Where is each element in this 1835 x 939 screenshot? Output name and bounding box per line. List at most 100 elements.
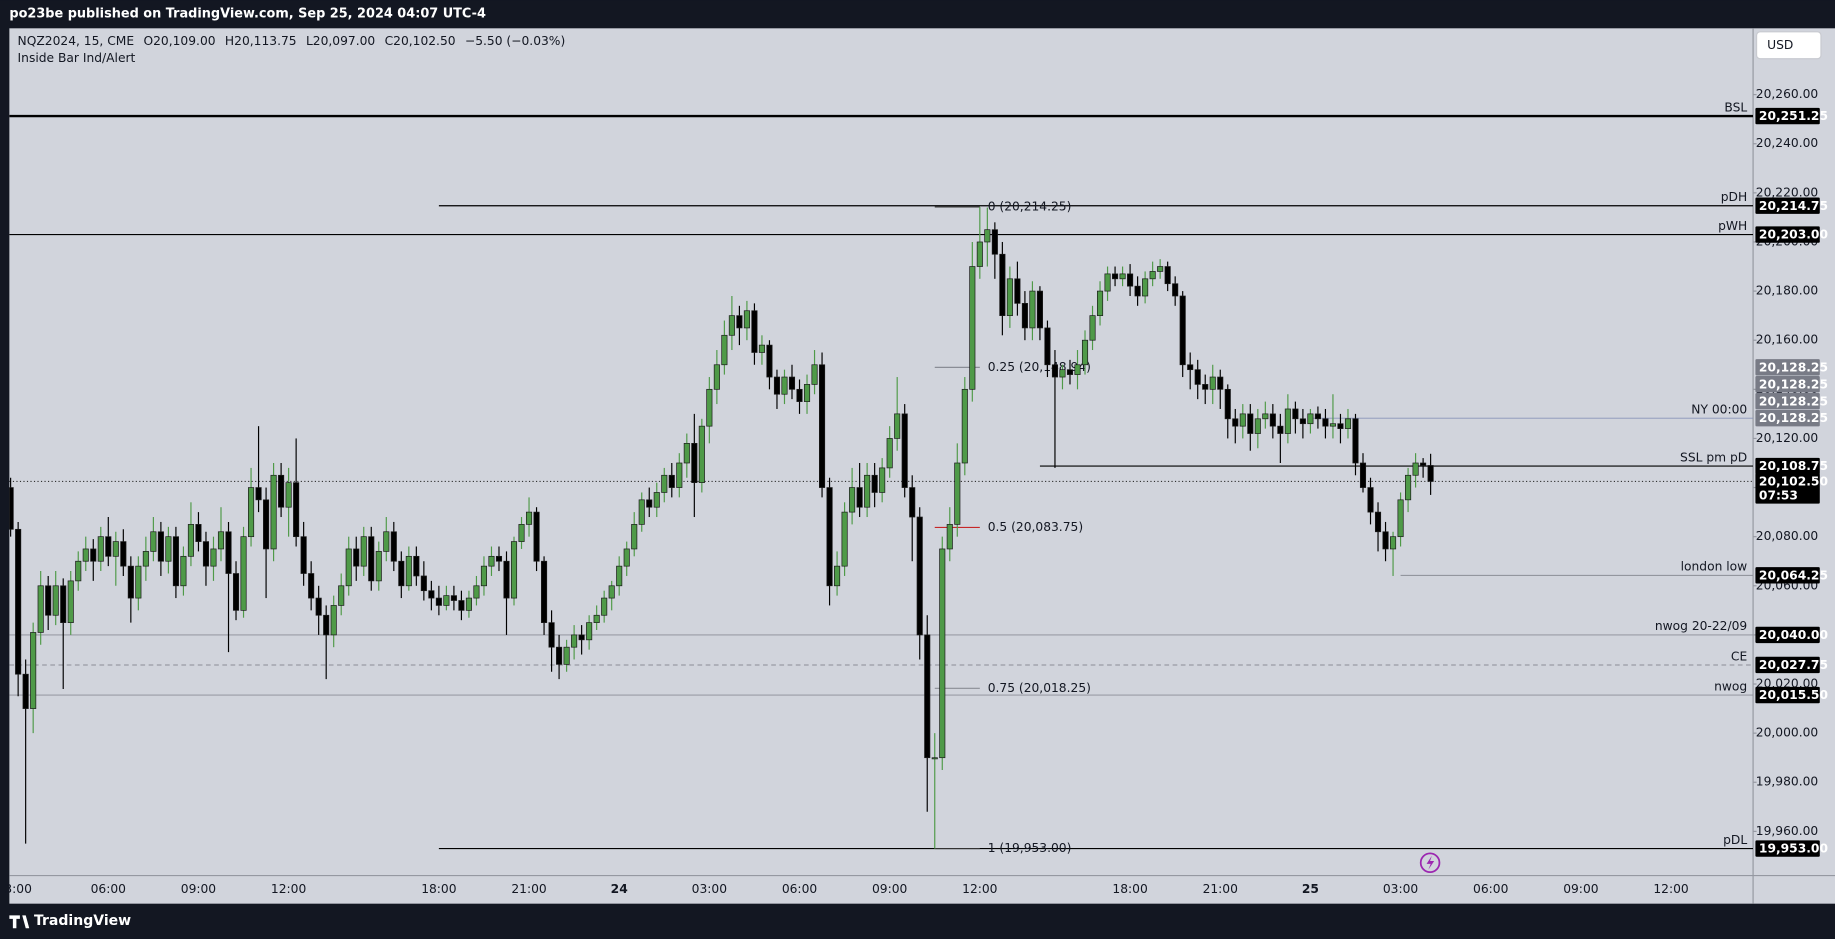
candle-body (1209, 376, 1216, 390)
candle-body (691, 442, 698, 483)
candle-body (901, 413, 908, 488)
candle-body (961, 388, 968, 464)
candle-body (127, 565, 134, 599)
candle-body (954, 462, 961, 525)
currency-label: USD (1767, 38, 1793, 52)
x-tick-label: 12:00 (1653, 882, 1688, 896)
publish-title: po23be published on TradingView.com, Sep… (9, 7, 486, 22)
candle-body (623, 548, 630, 567)
candle-body (1104, 273, 1111, 292)
candle-body (495, 555, 503, 562)
candle-body (142, 551, 149, 567)
fib-label: 0.5 (20,083.75) (988, 520, 1083, 534)
candle-body (323, 614, 330, 636)
candle-body (345, 548, 352, 587)
y-tick-label: 20,240.00 (1756, 136, 1818, 150)
candle-body (608, 585, 615, 599)
candle-body (1367, 487, 1374, 513)
candle-body (593, 614, 600, 623)
level-badge (1755, 626, 1820, 644)
candle-body (728, 315, 735, 336)
candle-body (135, 565, 142, 599)
x-tick-label: 06:00 (91, 882, 126, 896)
candle-body (1292, 408, 1299, 420)
candle-body (796, 388, 803, 402)
level-name: pDL (1723, 833, 1747, 847)
candle-body (819, 364, 826, 488)
candle-body (525, 511, 533, 525)
candle-body (541, 560, 548, 623)
candle-body (826, 487, 833, 587)
candle-body (1307, 413, 1314, 425)
candle-body (1262, 413, 1269, 420)
candle-body (210, 548, 217, 567)
candle-body (781, 376, 788, 395)
candle-body (1239, 413, 1246, 427)
legend-change: −5.50 (−0.03%) (465, 34, 565, 48)
candle-body (60, 585, 67, 623)
candle-body (1127, 273, 1134, 287)
candle-body (751, 310, 758, 353)
x-tick-label: 03:00 (692, 882, 727, 896)
candle-body (278, 474, 285, 508)
candle-body (232, 573, 240, 611)
level-badge (1755, 226, 1820, 243)
candle-body (871, 474, 878, 493)
candle-body (368, 536, 375, 582)
level-badge-label: 20,203.00 (1759, 228, 1828, 242)
candle-body (976, 241, 983, 267)
y-tick-label: 20,220.00 (1756, 185, 1818, 199)
level-badge-label: 20,108.75 (1759, 459, 1828, 473)
candle-body (1322, 418, 1329, 427)
candle-body (939, 548, 946, 759)
candle-body (1299, 418, 1306, 425)
candle-body (631, 524, 638, 550)
candle-body (300, 536, 307, 574)
candle-body (1202, 384, 1209, 390)
candle-body (75, 560, 82, 582)
candle-body (270, 474, 277, 550)
candle-body (263, 499, 270, 550)
level-badge-label: 20,015.50 (1759, 688, 1828, 702)
level-badge (1755, 197, 1820, 214)
candle-body (586, 622, 593, 641)
legend-high: H20,113.75 (225, 34, 297, 48)
candle-body (330, 605, 337, 636)
level-badge (1755, 567, 1820, 584)
x-tick-label: 06:00 (1473, 882, 1508, 896)
candle-body (909, 487, 916, 518)
candle-body (698, 425, 705, 483)
candle-body (195, 524, 202, 542)
candle-body (1119, 273, 1126, 280)
level-name: pWH (1718, 219, 1747, 233)
candle-body (1172, 283, 1179, 297)
candle-body (1337, 423, 1344, 429)
candle-body (450, 595, 457, 601)
candle-body (1217, 376, 1224, 390)
alert-icon[interactable] (1419, 852, 1441, 873)
candle-body (1157, 266, 1164, 272)
y-tick-label: 20,260.00 (1756, 87, 1818, 101)
x-tick-label: 09:00 (181, 882, 216, 896)
candle-body (443, 595, 450, 606)
candle-body (991, 229, 998, 255)
level-name: pDH (1721, 190, 1747, 204)
stacked-badge (1755, 393, 1820, 410)
candle-body (1277, 425, 1284, 434)
candle-body (1096, 290, 1104, 316)
candle-body (1044, 327, 1051, 366)
candle-body (758, 344, 765, 353)
candle-body (383, 531, 390, 552)
candle-body (1382, 531, 1389, 550)
x-tick-label: 12:00 (271, 882, 306, 896)
level-badge-label: 19,953.00 (1759, 842, 1828, 856)
candle-body (9, 487, 14, 530)
currency-button[interactable] (1756, 31, 1822, 60)
candle-body (841, 511, 848, 567)
candle-body (1269, 413, 1276, 427)
level-badge (1755, 686, 1820, 704)
candle-body (248, 487, 255, 538)
candle-body (668, 474, 675, 488)
candle-body (37, 585, 44, 633)
